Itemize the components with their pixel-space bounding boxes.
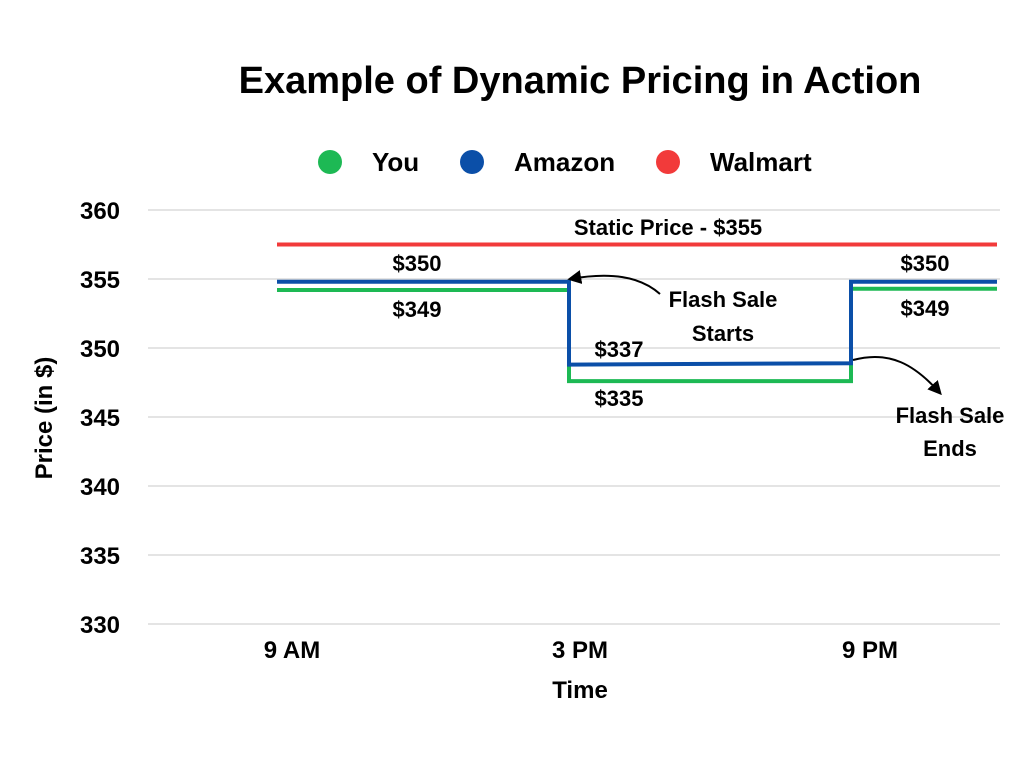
flash-sale-ends-label-line1: Flash Sale xyxy=(896,403,1005,428)
y-tick-label: 360 xyxy=(80,198,120,225)
series-line-amazon xyxy=(277,279,997,367)
legend-marker-walmart xyxy=(656,150,680,174)
flash-sale-starts-label-line1: Flash Sale xyxy=(669,287,778,312)
flash-sale-starts-arrow xyxy=(567,270,661,295)
flash-sale-ends-arrow xyxy=(852,355,942,396)
x-tick-label: 9 PM xyxy=(842,637,898,664)
legend-label-walmart: Walmart xyxy=(710,147,812,177)
you-start-price-label: $349 xyxy=(393,297,442,322)
static-price-label: Static Price - $355 xyxy=(574,215,762,240)
legend-marker-you xyxy=(318,150,342,174)
legend-marker-amazon xyxy=(460,150,484,174)
y-tick-label: 340 xyxy=(80,474,120,501)
series-line-you xyxy=(277,286,997,384)
series-lines xyxy=(277,242,997,384)
you-end-price-label: $349 xyxy=(901,296,950,321)
amazon-start-price-label: $350 xyxy=(393,251,442,276)
y-tick-label: 330 xyxy=(80,612,120,639)
y-tick-label: 350 xyxy=(80,336,120,363)
x-axis-label: Time xyxy=(552,677,608,704)
y-tick-label: 335 xyxy=(80,543,120,570)
flash-sale-starts-label-line2: Starts xyxy=(692,321,754,346)
gridlines xyxy=(148,209,1000,625)
y-axis-ticks: 330 335 340 345 350 355 360 xyxy=(80,198,120,639)
legend-label-amazon: Amazon xyxy=(514,147,615,177)
chart-title: Example of Dynamic Pricing in Action xyxy=(239,60,922,102)
x-tick-label: 3 PM xyxy=(552,637,608,664)
x-axis-ticks: 9 AM 3 PM 9 PM xyxy=(264,637,898,664)
legend: You Amazon Walmart xyxy=(318,147,812,177)
y-tick-label: 345 xyxy=(80,405,120,432)
amazon-end-price-label: $350 xyxy=(901,251,950,276)
y-tick-label: 355 xyxy=(80,267,120,294)
you-sale-price-label: $335 xyxy=(595,386,644,411)
legend-label-you: You xyxy=(372,147,419,177)
x-tick-label: 9 AM xyxy=(264,637,320,664)
flash-sale-ends-label-line2: Ends xyxy=(923,436,977,461)
amazon-sale-price-label: $337 xyxy=(595,337,644,362)
y-axis-label: Price (in $) xyxy=(31,357,58,480)
